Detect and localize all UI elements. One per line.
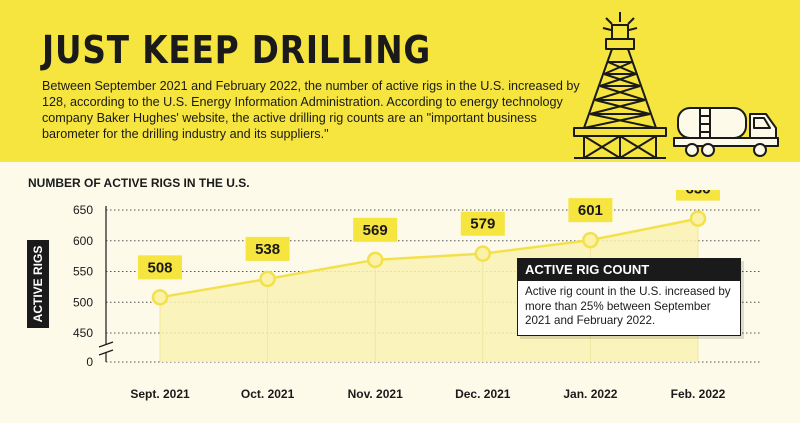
data-point — [366, 251, 384, 269]
data-point — [689, 210, 707, 227]
y-tick-label: 600 — [73, 234, 93, 248]
x-tick-label: Jan. 2022 — [563, 387, 617, 401]
data-label-bg — [353, 217, 398, 242]
data-label: 636 — [685, 190, 710, 198]
data-label-bg — [138, 255, 182, 280]
x-tick-label: Nov. 2021 — [348, 387, 403, 401]
y-tick-label: 0 — [86, 355, 93, 369]
data-label-bg — [568, 198, 613, 223]
y-tick-label: 650 — [73, 203, 93, 217]
intro-text: Between September 2021 and February 2022… — [42, 79, 580, 141]
callout-text: Active rig count in the U.S. increased b… — [525, 285, 731, 327]
data-point — [474, 245, 492, 262]
x-tick-label: Oct. 2021 — [241, 387, 295, 401]
x-tick-label: Sept. 2021 — [130, 387, 190, 401]
axis-break-mark — [98, 349, 114, 356]
x-tick-label: Dec. 2021 — [455, 387, 511, 401]
x-tick-label: Feb. 2022 — [671, 387, 726, 401]
data-label: 569 — [363, 222, 388, 239]
chart-title: NUMBER OF ACTIVE RIGS IN THE U.S. — [28, 176, 250, 190]
y-tick-label: 550 — [73, 265, 93, 279]
data-label-bg — [245, 236, 290, 261]
callout-box: ACTIVE RIG COUNT Active rig count in the… — [517, 258, 741, 336]
tanker-truck-icon — [673, 107, 779, 157]
oil-rig-icon — [573, 12, 667, 159]
data-label: 538 — [255, 241, 280, 258]
data-label: 508 — [147, 259, 172, 276]
y-axis-title: ACTIVE RIGS — [27, 240, 49, 328]
svg-text:ACTIVE RIGS: ACTIVE RIGS — [31, 246, 45, 323]
data-label-bg — [676, 190, 720, 201]
page-title: JUST KEEP DRILLING — [42, 28, 432, 72]
callout-title: ACTIVE RIG COUNT — [518, 259, 740, 281]
y-tick-label: 450 — [73, 326, 93, 340]
data-point — [582, 231, 599, 249]
data-label: 601 — [578, 202, 603, 219]
axis-break-mark — [98, 341, 114, 348]
data-label-bg — [460, 211, 505, 236]
data-point — [151, 289, 169, 306]
series-line — [159, 217, 699, 299]
data-point — [259, 270, 276, 288]
y-tick-label: 500 — [73, 295, 93, 309]
illustration — [573, 12, 779, 159]
data-label: 579 — [470, 216, 495, 233]
